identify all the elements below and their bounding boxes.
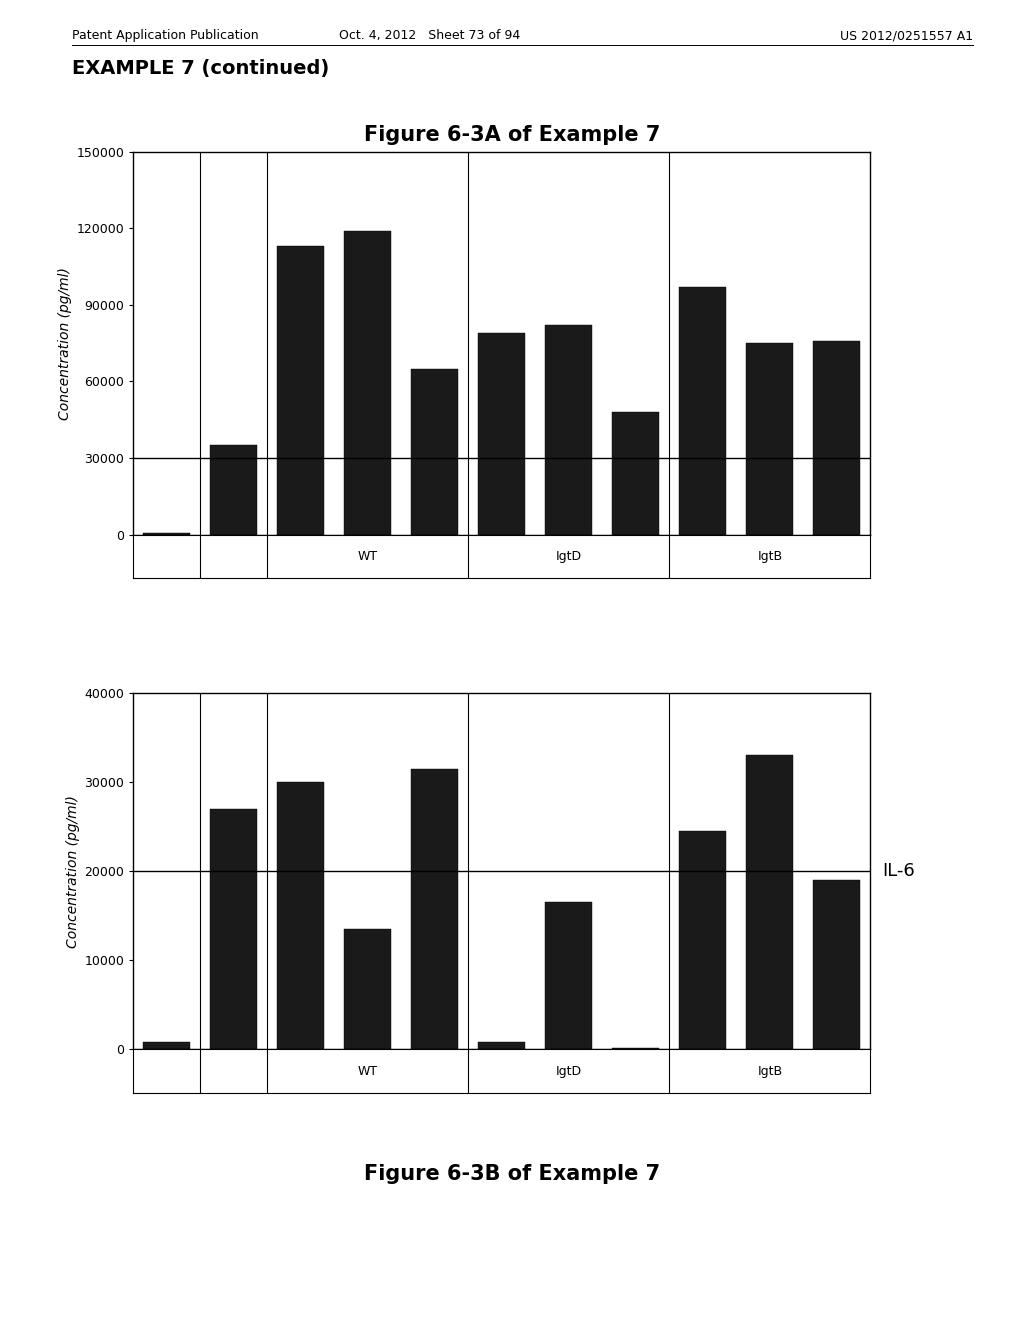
- Bar: [679, 832, 726, 1049]
- Bar: [344, 929, 391, 1049]
- Text: EXAMPLE 7 (continued): EXAMPLE 7 (continued): [72, 59, 329, 78]
- Bar: [278, 247, 325, 535]
- Text: IgtD: IgtD: [556, 1065, 582, 1077]
- Text: IgtD: IgtD: [556, 550, 582, 562]
- Bar: [478, 333, 525, 535]
- Text: IL-6: IL-6: [883, 862, 915, 880]
- Bar: [612, 1048, 659, 1049]
- Bar: [813, 341, 860, 535]
- Text: Figure 6-3A of Example 7: Figure 6-3A of Example 7: [364, 125, 660, 145]
- Y-axis label: Concentration (pg/ml): Concentration (pg/ml): [58, 267, 72, 420]
- Text: WT: WT: [357, 550, 378, 562]
- Bar: [210, 445, 257, 535]
- Bar: [143, 1043, 190, 1049]
- Bar: [210, 809, 257, 1049]
- Y-axis label: Concentration (pg/ml): Concentration (pg/ml): [67, 795, 80, 948]
- Bar: [344, 231, 391, 535]
- Bar: [546, 325, 592, 535]
- Text: IgtB: IgtB: [758, 550, 782, 562]
- Text: Oct. 4, 2012   Sheet 73 of 94: Oct. 4, 2012 Sheet 73 of 94: [339, 29, 521, 42]
- Bar: [813, 880, 860, 1049]
- Text: IgtB: IgtB: [758, 1065, 782, 1077]
- Bar: [546, 903, 592, 1049]
- Bar: [412, 368, 458, 535]
- Bar: [746, 343, 794, 535]
- Text: Patent Application Publication: Patent Application Publication: [72, 29, 258, 42]
- Text: WT: WT: [357, 1065, 378, 1077]
- Text: US 2012/0251557 A1: US 2012/0251557 A1: [840, 29, 973, 42]
- Bar: [612, 412, 659, 535]
- Bar: [746, 755, 794, 1049]
- Bar: [278, 781, 325, 1049]
- Bar: [478, 1043, 525, 1049]
- Text: Figure 6-3B of Example 7: Figure 6-3B of Example 7: [364, 1164, 660, 1184]
- Bar: [679, 286, 726, 535]
- Bar: [412, 768, 458, 1049]
